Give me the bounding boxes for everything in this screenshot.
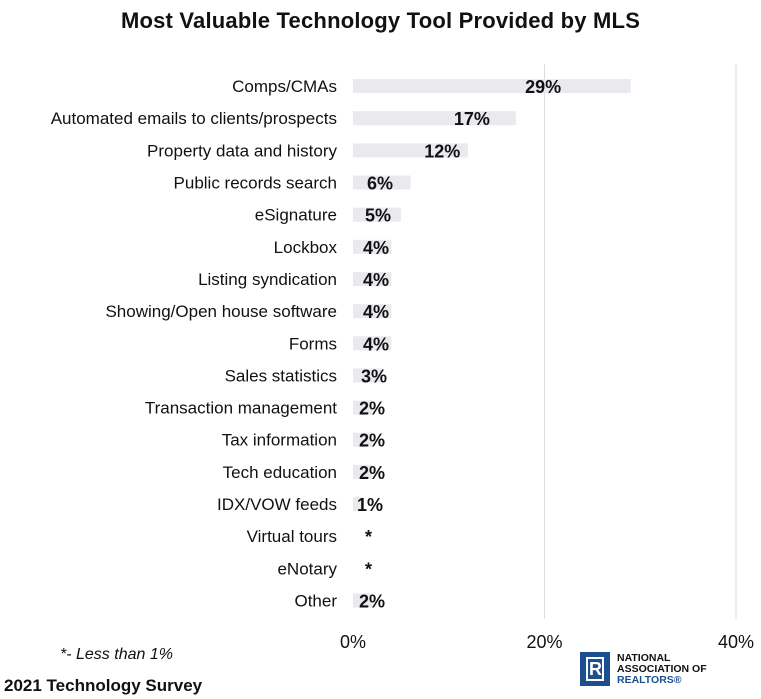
bar [353,111,516,126]
data-label: * [365,527,372,547]
bar [353,143,468,158]
category-label: Automated emails to clients/prospects [51,109,337,128]
bar [353,271,392,286]
data-label: 17% [454,109,490,129]
bar [353,207,401,222]
category-label: eNotary [277,559,337,578]
data-label: 6% [367,174,393,194]
x-tick-label: 0% [340,632,366,652]
category-label: Forms [289,334,337,353]
logo-line-1: NATIONAL [617,651,671,664]
data-label: 2% [359,463,385,483]
bar [353,239,392,254]
category-label: IDX/VOW feeds [217,495,337,514]
data-label: 12% [424,141,460,161]
chart-title: Most Valuable Technology Tool Provided b… [120,8,641,33]
data-label: 2% [359,591,385,611]
bar [353,368,382,383]
data-label: 4% [363,302,389,322]
category-label: Other [294,591,337,610]
data-label: 3% [361,366,387,386]
data-label: 4% [363,270,389,290]
logo-line-3: REALTORS® [617,673,682,686]
realtor-r-icon [580,652,610,686]
logo-line-2: ASSOCIATION OF [617,662,707,675]
data-label: 5% [365,206,391,226]
data-label: 4% [363,334,389,354]
data-label: 4% [363,238,389,258]
category-label: Transaction management [145,399,337,418]
data-label: 29% [525,77,561,97]
data-label: * [365,559,372,579]
bar [353,79,631,94]
category-label: Public records search [174,174,337,193]
category-label: Tax information [222,431,337,450]
data-label: 2% [359,431,385,451]
bar [353,304,392,319]
category-label: Comps/CMAs [232,77,337,96]
nar-logo: NATIONAL ASSOCIATION OF REALTORS® [580,652,707,686]
logo-text: NATIONAL ASSOCIATION OF REALTORS® [617,651,707,686]
bar [353,593,373,608]
bar [353,336,392,351]
category-label: eSignature [255,206,337,225]
data-label: 2% [359,399,385,419]
bar [353,497,363,512]
category-label: Property data and history [147,141,337,160]
category-label: Virtual tours [247,527,337,546]
x-tick-label: 40% [718,632,754,652]
data-label: 1% [357,495,383,515]
bar [353,175,411,190]
category-label: Showing/Open house software [105,302,337,321]
bar [353,400,373,415]
x-tick-label: 20% [526,632,562,652]
footnote: *- Less than 1% [60,646,173,663]
bar [353,432,373,447]
source-label: 2021 Technology Survey [4,676,203,695]
bar [353,464,373,479]
category-label: Lockbox [274,238,338,257]
category-label: Tech education [223,463,337,482]
category-label: Listing syndication [198,270,337,289]
category-label: Sales statistics [225,366,337,385]
